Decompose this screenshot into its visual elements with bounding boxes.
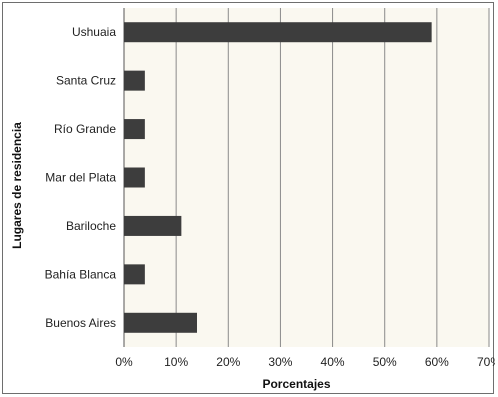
bar (124, 119, 145, 140)
chart-frame: Ushuaia Santa Cruz Río Grande Mar del Plata… (2, 2, 495, 394)
x-tick-label: 0% (115, 355, 133, 369)
x-tick-label: 40% (321, 355, 345, 369)
bar (124, 22, 432, 43)
x-tick-label: 60% (425, 355, 449, 369)
x-tick-labels: 0% 10% 20% 30% 40% 50% 60% 70% (115, 355, 495, 369)
bar (124, 167, 145, 188)
x-tick-label: 50% (373, 355, 397, 369)
bar (124, 215, 182, 236)
category-label: Río Grande (54, 122, 116, 136)
category-label: Buenos Aires (45, 316, 116, 330)
bar (124, 264, 145, 285)
category-label: Santa Cruz (56, 74, 116, 88)
x-tick-label: 30% (268, 355, 292, 369)
category-labels: Ushuaia Santa Cruz Río Grande Mar del Plata… (45, 25, 117, 330)
category-label: Mar del Plata (45, 171, 116, 185)
category-label: Ushuaia (72, 25, 116, 39)
bars (124, 22, 432, 333)
x-tick-label: 70% (477, 355, 495, 369)
x-axis-title: Porcentajes (262, 377, 330, 391)
gridlines (175, 8, 490, 347)
category-label: Bahía Blanca (45, 267, 117, 281)
bar-chart: Ushuaia Santa Cruz Río Grande Mar del Plata… (10, 8, 495, 391)
x-tick-label: 10% (164, 355, 188, 369)
bar (124, 70, 145, 91)
x-tick-label: 20% (216, 355, 240, 369)
bar (124, 312, 197, 333)
plot-area (124, 8, 489, 347)
y-axis-title: Lugares de residencia (10, 122, 24, 249)
category-label: Bariloche (66, 219, 116, 233)
